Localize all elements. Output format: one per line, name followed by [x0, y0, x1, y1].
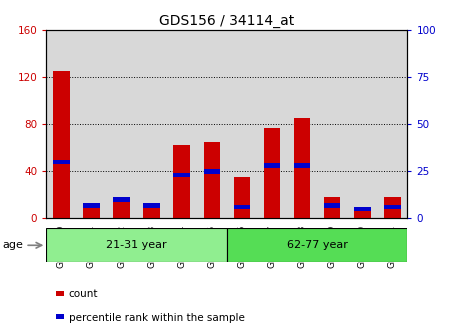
Bar	[324, 197, 340, 218]
Text: 62-77 year: 62-77 year	[287, 240, 348, 250]
Text: count: count	[69, 289, 98, 299]
Bar	[384, 205, 400, 209]
Bar	[46, 30, 76, 218]
Bar	[377, 30, 407, 218]
Text: percentile rank within the sample: percentile rank within the sample	[69, 312, 244, 323]
Bar	[53, 160, 69, 164]
Text: 21-31 year: 21-31 year	[106, 240, 167, 250]
Bar	[144, 203, 160, 218]
Bar	[347, 30, 377, 218]
Bar	[234, 177, 250, 218]
Bar	[317, 30, 347, 218]
Bar	[324, 203, 340, 208]
Bar	[197, 30, 227, 218]
Bar	[113, 197, 130, 202]
Bar	[234, 205, 250, 209]
Bar	[227, 228, 407, 262]
Bar	[167, 30, 197, 218]
Bar	[294, 119, 310, 218]
Bar	[204, 169, 220, 174]
Bar	[137, 30, 167, 218]
Bar	[287, 30, 317, 218]
Bar	[174, 145, 190, 218]
Bar	[46, 228, 227, 262]
Bar	[264, 128, 280, 218]
Bar	[227, 30, 257, 218]
Bar	[113, 198, 130, 218]
Bar	[106, 30, 137, 218]
Bar	[76, 30, 106, 218]
Bar	[354, 207, 370, 211]
Text: age: age	[2, 240, 23, 250]
Bar	[384, 197, 400, 218]
Bar	[264, 163, 280, 168]
Bar	[294, 163, 310, 168]
Bar	[354, 207, 370, 218]
Title: GDS156 / 34114_at: GDS156 / 34114_at	[159, 14, 294, 28]
Bar	[83, 207, 100, 218]
Bar	[174, 173, 190, 177]
Bar	[204, 142, 220, 218]
Bar	[257, 30, 287, 218]
Bar	[144, 203, 160, 208]
Bar	[83, 203, 100, 208]
Bar	[53, 72, 69, 218]
